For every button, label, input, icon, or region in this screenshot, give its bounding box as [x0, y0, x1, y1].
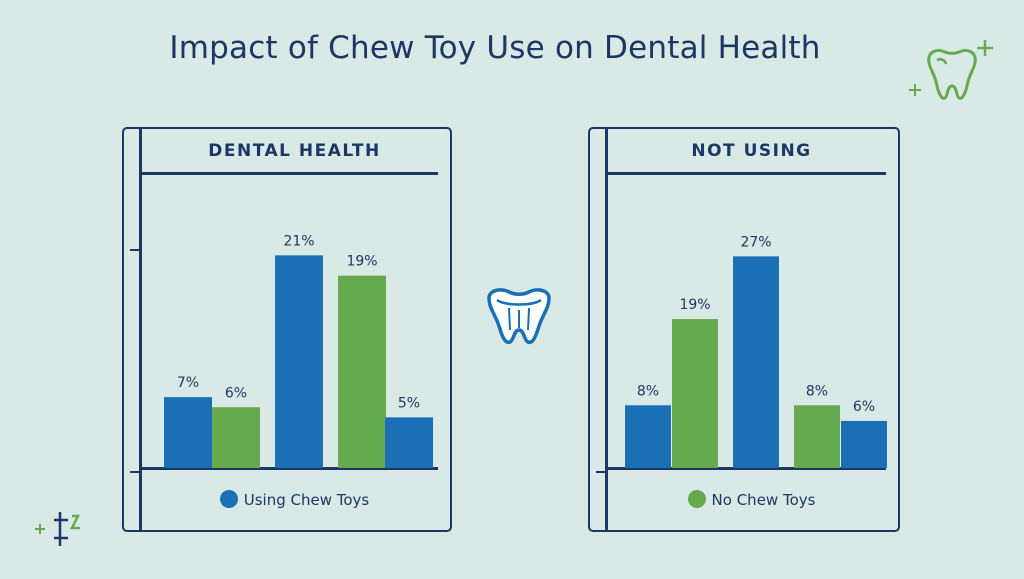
panel-tick: [130, 249, 140, 251]
chart-panel-not-using: NOT USING 8% 19% 27% 8% 6% No Chew Toys: [588, 127, 900, 532]
panel-divider: [605, 467, 886, 470]
bar: [794, 405, 840, 468]
bar-value-label: 19%: [346, 254, 377, 270]
bar: [672, 319, 718, 468]
decorative-tooth-icon: [909, 40, 993, 100]
bar-value-label: 6%: [853, 399, 875, 415]
bar: [841, 420, 887, 468]
bar: [212, 407, 260, 468]
panel-title: NOT USING: [691, 141, 812, 161]
panel-divider: [139, 172, 438, 175]
bar-value-label: 21%: [283, 233, 314, 249]
panel-rule: [139, 127, 142, 532]
chart-title: Impact of Chew Toy Use on Dental Health: [169, 30, 821, 66]
legend: Using Chew Toys: [139, 490, 450, 509]
legend: No Chew Toys: [605, 490, 898, 509]
bar-value-label: 7%: [177, 375, 199, 391]
panel-tick: [596, 471, 606, 473]
decorative-sparkle-icon: [35, 512, 81, 546]
legend-label: Using Chew Toys: [243, 491, 370, 509]
bar-value-label: 8%: [637, 383, 659, 399]
panel-divider: [139, 467, 438, 470]
legend-label: No Chew Toys: [711, 491, 816, 509]
legend-swatch-icon: [687, 490, 706, 508]
bar: [164, 397, 212, 468]
legend-swatch-icon: [219, 490, 238, 508]
panel-title: DENTAL HEALTH: [208, 141, 381, 161]
bar: [625, 405, 671, 468]
tooth-icon: [487, 288, 551, 345]
bar-value-label: 5%: [398, 395, 420, 411]
bar: [338, 275, 386, 468]
bar-value-label: 27%: [740, 234, 771, 250]
panel-tick: [130, 471, 140, 473]
bar: [733, 256, 779, 468]
panel-rule: [605, 127, 608, 532]
panel-divider: [605, 172, 886, 175]
bar: [385, 417, 433, 468]
bar-chart-using: 7% 6% 21% 19% 5%: [164, 233, 433, 468]
bar-value-label: 6%: [225, 385, 247, 401]
bar-value-label: 8%: [806, 383, 828, 399]
chart-panel-using: DENTAL HEALTH 7% 6% 21% 19% 5% Using Chew To…: [122, 127, 452, 532]
bar-value-label: 19%: [679, 297, 710, 313]
bar-chart-not-using: 8% 19% 27% 8% 6%: [625, 234, 887, 468]
bar: [275, 255, 323, 468]
